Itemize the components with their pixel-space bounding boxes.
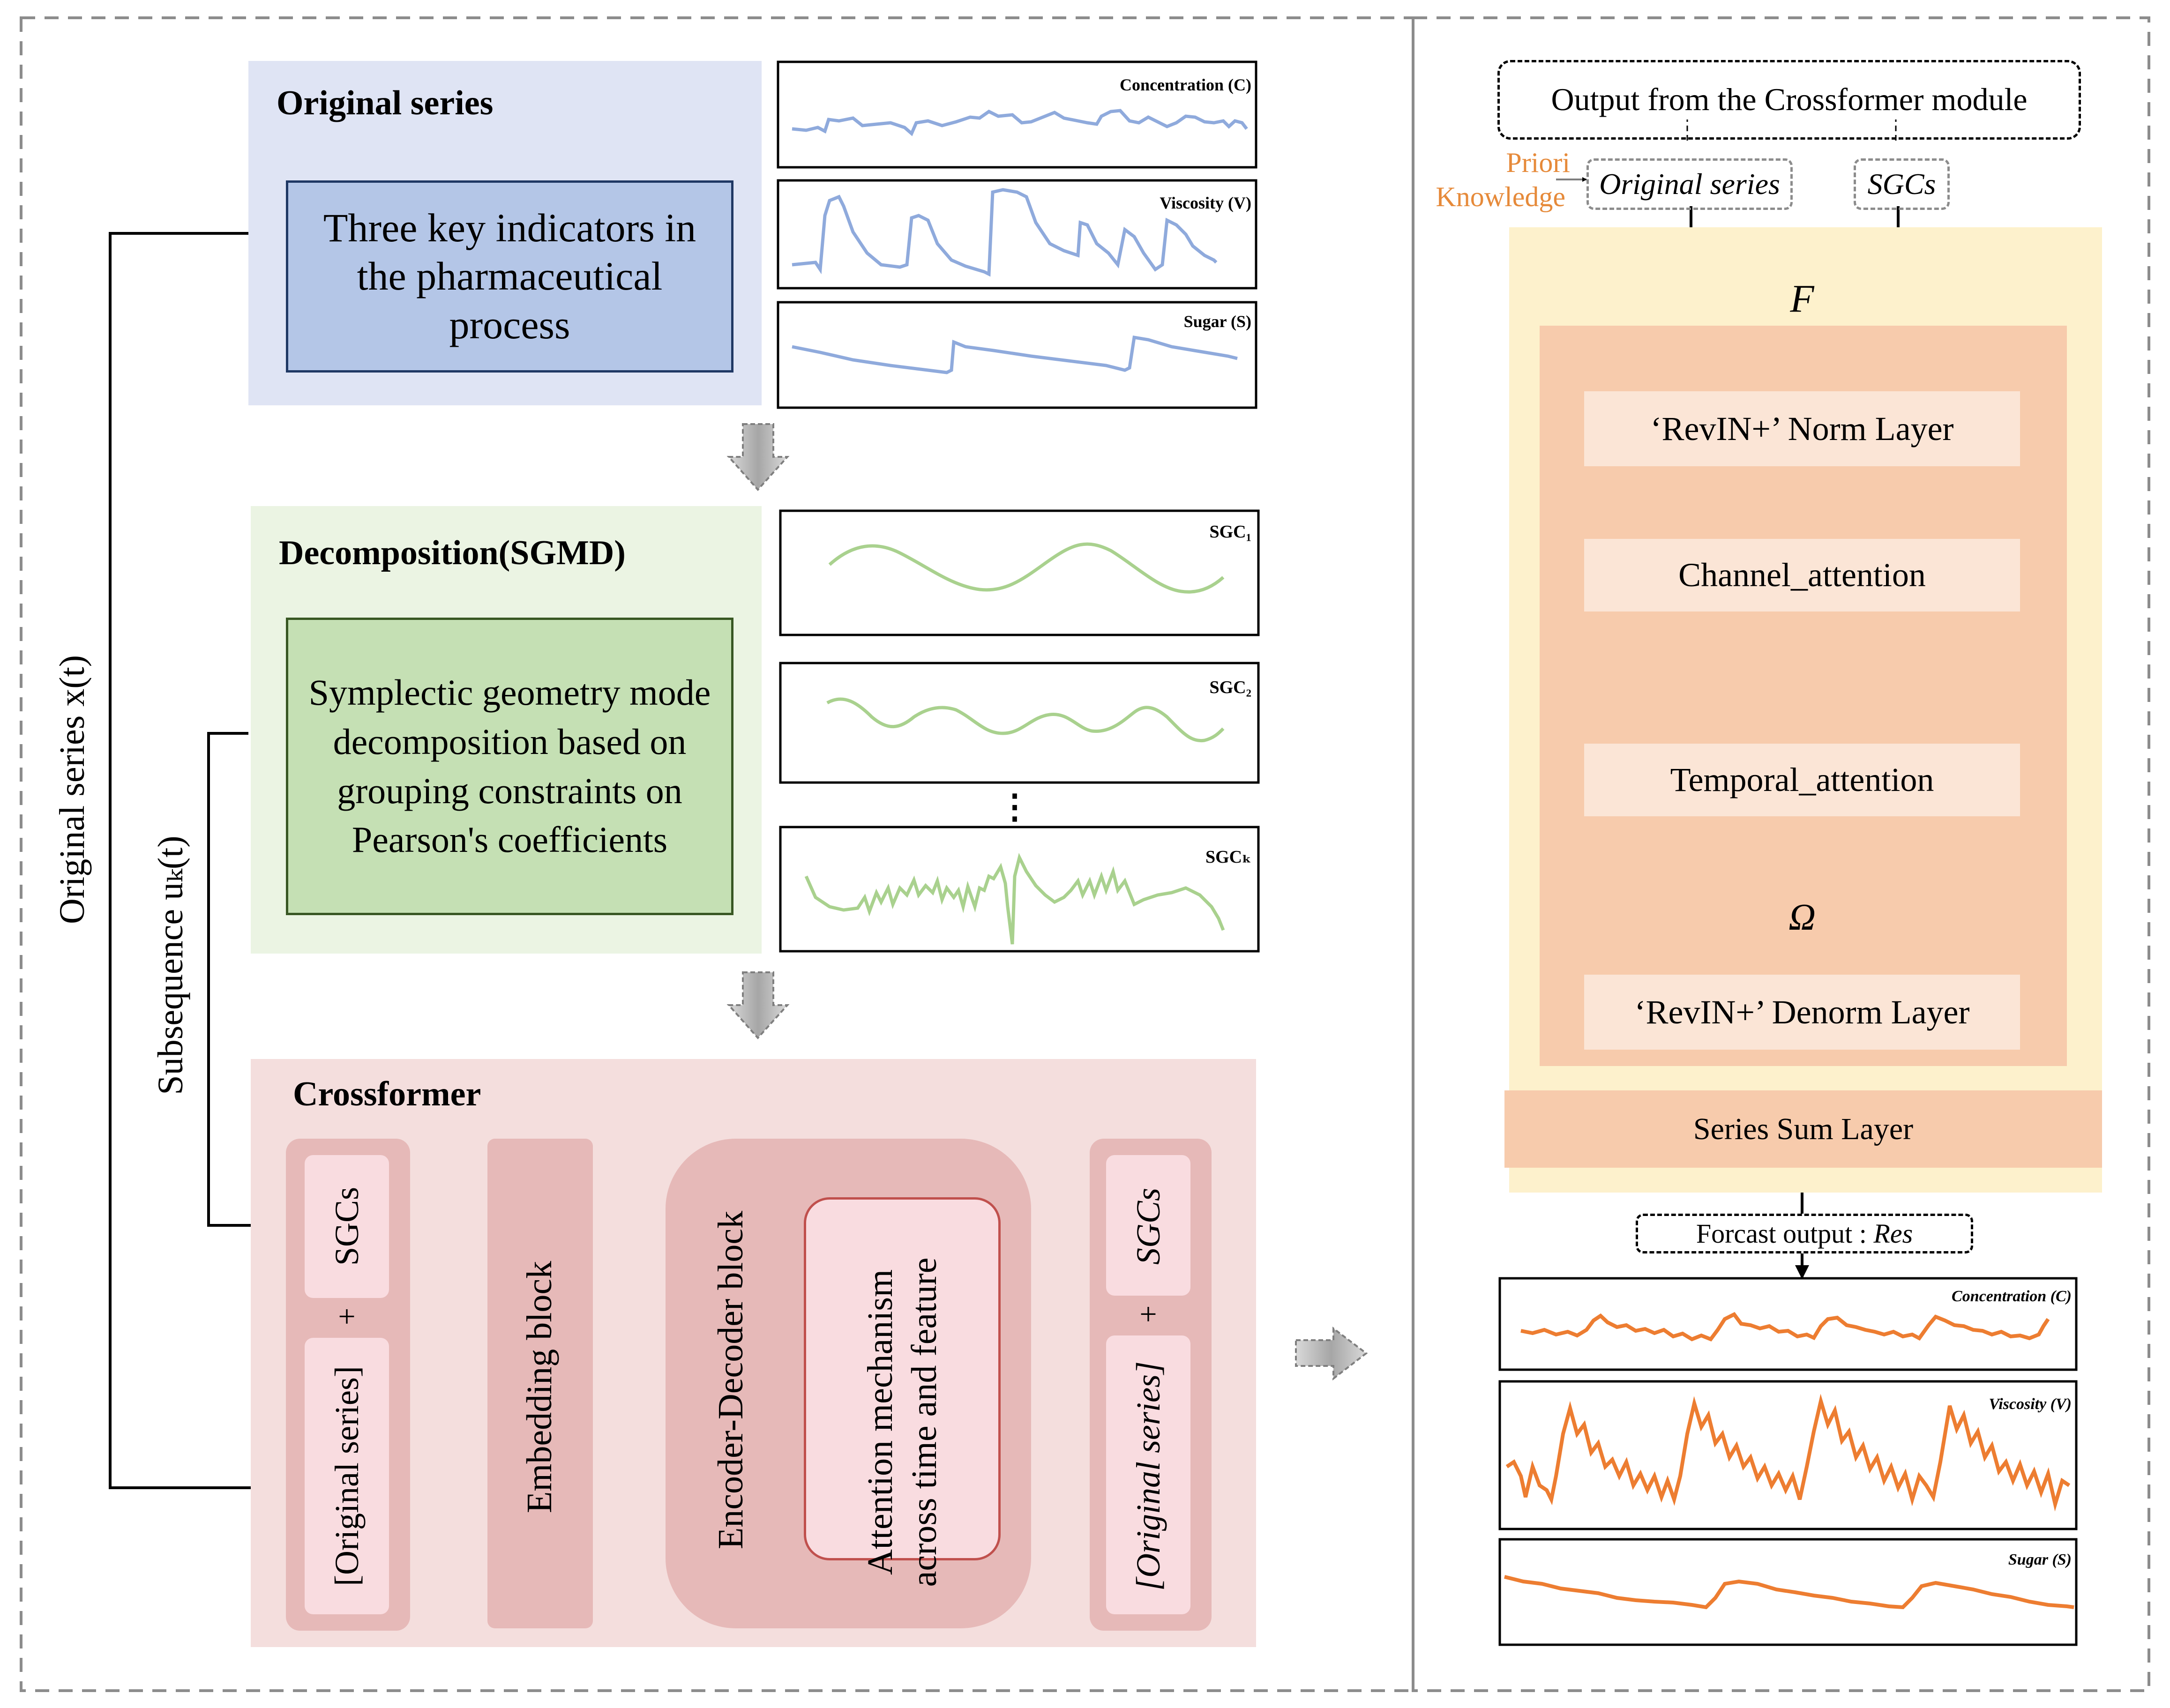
plot-label-sgc1: SGC₁ (1209, 522, 1251, 542)
plot-frame-viscosity (777, 179, 1257, 290)
forecast-res: Res (1873, 1218, 1913, 1249)
channel-attention: Channel_attention (1584, 539, 2020, 612)
forecast-prefix: Forcast output : (1696, 1218, 1874, 1249)
series-sum-layer: Series Sum Layer (1504, 1090, 2102, 1168)
plot-frame-sgc2 (779, 662, 1260, 784)
denorm-layer: ‘RevIN+’ Denorm Layer (1584, 975, 2020, 1050)
curve-sgck (804, 852, 1225, 945)
sgcs-input: SGCs (1854, 158, 1950, 210)
input-sgcs-cell (305, 1155, 389, 1298)
right-arrow (1295, 1326, 1368, 1381)
crossformer-title: Crossformer (293, 1074, 481, 1113)
input-sgcs-label: SGCs (328, 1186, 366, 1266)
right-frame (1412, 16, 2150, 1692)
embedding-block (487, 1139, 593, 1628)
output-original-label: [Original series] (1129, 1361, 1167, 1591)
input-original-cell (305, 1338, 389, 1614)
out-curve-concentration (1520, 1312, 2050, 1342)
omega-symbol: Ω (1783, 894, 1821, 941)
original-series-title: Original series (277, 83, 494, 122)
plot-label-sugar: Sugar (S) (1183, 312, 1251, 331)
decomposition-title: Decomposition(SGMD) (279, 533, 626, 572)
f-symbol: F (1783, 276, 1821, 322)
curve-sgc1 (828, 542, 1225, 594)
plot-label-sgck: SGCₖ (1205, 847, 1251, 867)
input-plus: + (338, 1299, 356, 1334)
down-arrow-2 (726, 971, 790, 1040)
curve-concentration (792, 109, 1248, 136)
output-from-crossformer: Output from the Crossformer module (1497, 60, 2081, 140)
curve-sugar (792, 335, 1238, 374)
forecast-output: Forcast output : Res (1636, 1214, 1973, 1253)
plot-label-viscosity: Viscosity (V) (1160, 194, 1251, 212)
out-curve-sugar (1504, 1575, 2074, 1610)
out-plot-label-sugar: Sugar (S) (2008, 1551, 2072, 1568)
original-series-box: Three key indicators in the pharmaceutic… (286, 180, 733, 373)
plot-frame-sgc1 (779, 509, 1260, 636)
encoder-decoder-label: Encoder-Decoder block (711, 1210, 751, 1550)
out-plot-label-concentration: Concentration (C) (1952, 1288, 2072, 1305)
output-plus: + (1139, 1297, 1157, 1332)
left-frame (20, 16, 1414, 1692)
out-plot-frame-viscosity (1498, 1380, 2078, 1530)
priori-text-1: Priori (1506, 147, 1570, 178)
curve-sgc2 (826, 697, 1225, 743)
output-sgcs-label: SGCs (1129, 1187, 1167, 1265)
side-label-subsequence: Subsequence uₖ(t) (151, 835, 191, 1095)
temporal-attention: Temporal_attention (1584, 744, 2020, 816)
output-original-cell (1106, 1335, 1190, 1614)
ellipsis-dots: ⋮ (998, 788, 1032, 826)
out-curve-viscosity (1505, 1394, 2071, 1512)
original-series-input: Original series (1586, 158, 1793, 210)
plot-label-concentration: Concentration (C) (1120, 75, 1251, 94)
connector-original-series (109, 232, 301, 1495)
attention-block (804, 1197, 1001, 1560)
plot-frame-concentration (777, 60, 1257, 169)
plot-label-sgc2: SGC₂ (1209, 678, 1251, 697)
input-original-label: [Original series] (328, 1366, 366, 1586)
down-arrow-1 (726, 423, 790, 492)
curve-viscosity (792, 188, 1218, 277)
priori-text-2: Knowledge (1436, 181, 1565, 212)
out-plot-label-viscosity: Viscosity (V) (1989, 1395, 2072, 1413)
output-sgcs-cell (1106, 1155, 1190, 1296)
attention-label: Attention mechanism across time and feat… (860, 1257, 944, 1587)
side-label-original-series: Original series x(t) (52, 655, 92, 925)
norm-layer: ‘RevIN+’ Norm Layer (1584, 391, 2020, 466)
embedding-label: Embedding block (520, 1260, 560, 1514)
out-plot-frame-concentration (1498, 1277, 2078, 1371)
decomposition-box: Symplectic geometry mode decomposition b… (286, 618, 733, 915)
